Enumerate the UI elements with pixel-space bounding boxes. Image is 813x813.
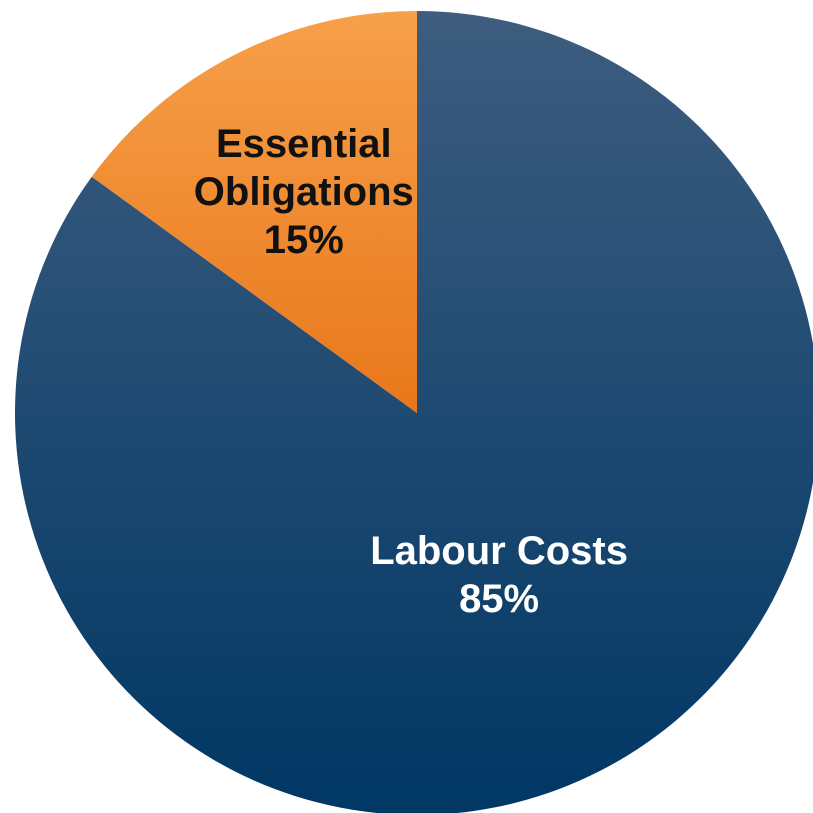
- slices-layer: [15, 11, 813, 813]
- slice-label-2: Essential Obligations 15%: [194, 122, 414, 262]
- labels-layer: Labour Costs 85% Essential Obligations 15%: [194, 122, 628, 621]
- slice-name-label: Labour Costs: [370, 529, 628, 573]
- slice-name-label: Essential: [216, 122, 392, 166]
- pie-slice-1: [15, 11, 813, 813]
- slice-value-label: 15%: [264, 218, 344, 262]
- slice-value-label: 85%: [459, 577, 539, 621]
- slice-label-1: Labour Costs 85%: [370, 529, 628, 621]
- slice-name-label: Obligations: [194, 170, 414, 214]
- pie-slice-2: [91, 11, 417, 413]
